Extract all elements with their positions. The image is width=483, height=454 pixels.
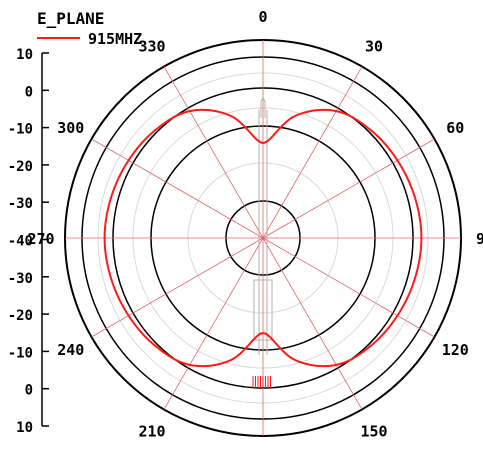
scale-tick-label: -40 (8, 234, 33, 250)
spoke (163, 237, 264, 410)
antenna-outline (258, 98, 268, 355)
antenna-body (253, 279, 273, 341)
angle-label-30: 30 (365, 38, 383, 56)
scale-tick-label: 0 (25, 383, 33, 399)
angle-label-180: 180 (249, 452, 276, 454)
radial-scale: 10 0 -10 -20 -30 -40 -30 -20 -10 0 10 (8, 47, 49, 436)
spoke (91, 237, 264, 338)
series-915mhz-trace (103, 108, 423, 368)
angle-label-0: 0 (258, 8, 267, 26)
spoke (262, 138, 435, 239)
angle-label-330: 330 (138, 38, 165, 56)
antenna-sketch (252, 98, 273, 388)
polar-plot-area: 0 30 60 90 120 150 180 210 240 270 300 330 (27, 8, 483, 454)
angle-label-270: 270 (27, 230, 54, 248)
scale-tick-label: -30 (8, 196, 33, 212)
angle-label-120: 120 (442, 341, 469, 359)
scale-tick-label: 10 (16, 47, 33, 63)
scale-tick-label: -20 (8, 159, 33, 175)
legend-label: 915MHZ (88, 30, 142, 48)
spoke (91, 138, 264, 239)
angle-label-60: 60 (446, 119, 464, 137)
scale-tick-label: -10 (8, 345, 33, 361)
scale-tick-label: -20 (8, 308, 33, 324)
antenna-connector (252, 376, 271, 388)
spoke (163, 66, 264, 239)
angle-label-210: 210 (138, 422, 165, 440)
angle-label-300: 300 (57, 119, 84, 137)
spoke (262, 237, 363, 410)
scale-tick-label: 10 (16, 420, 33, 436)
chart-title: E_PLANE (37, 9, 104, 28)
scale-tick-label: -10 (8, 122, 33, 138)
legend: E_PLANE 915MHZ (37, 9, 142, 48)
scale-tick-label: 0 (25, 84, 33, 100)
angle-label-240: 240 (57, 341, 84, 359)
spoke (262, 237, 435, 338)
spoke (262, 66, 363, 239)
angle-label-90: 90 (476, 230, 483, 248)
scale-tick-label: -30 (8, 271, 33, 287)
angle-label-150: 150 (360, 422, 387, 440)
